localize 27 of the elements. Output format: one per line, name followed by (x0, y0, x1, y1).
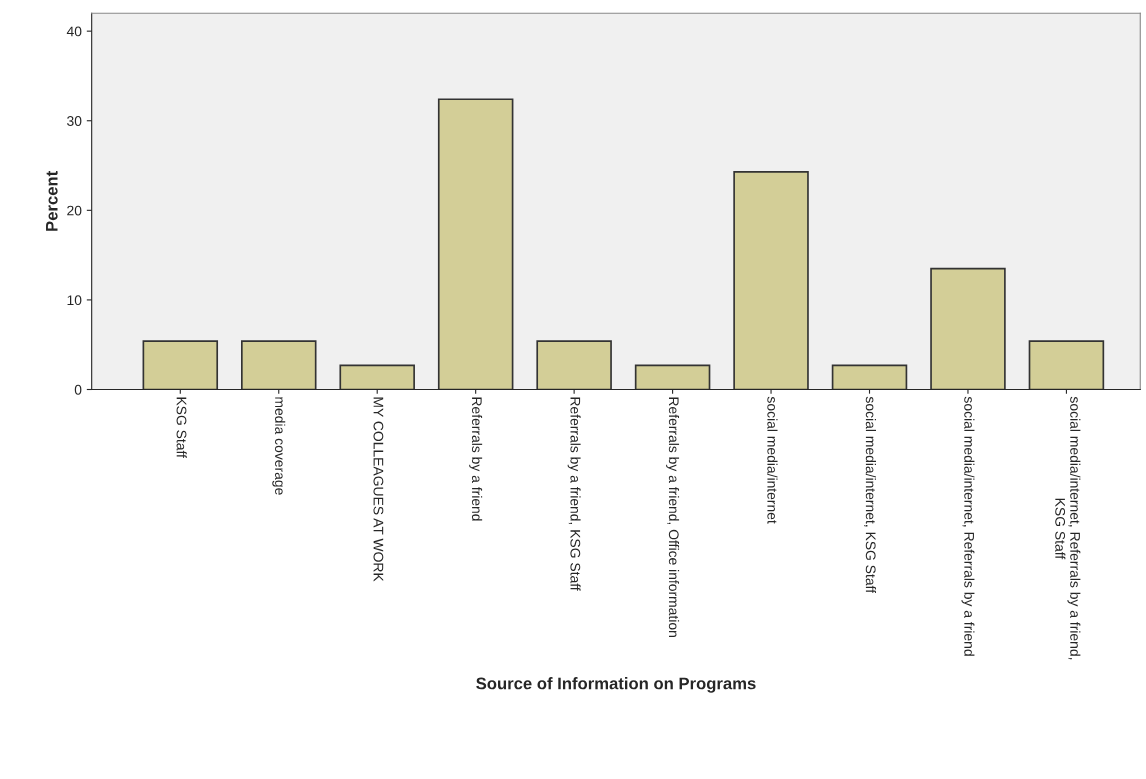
bar (142, 340, 219, 390)
y-tick-label: 30 (67, 116, 82, 126)
y-tick-label: 40 (66, 26, 82, 37)
bar (536, 340, 612, 390)
x-tick-label: social media/internet, Referrals by a friend, KSG Staff (1055, 396, 1081, 660)
x-tick-label: Referrals by a friend, KSG Staff (567, 397, 581, 591)
x-tick-label: MY COLLEAGUES AT WORK (373, 397, 384, 582)
x-tick-label: KSG Staff (176, 397, 187, 458)
bar (930, 267, 1006, 390)
bar (1028, 340, 1105, 390)
y-tick-label: 0 (74, 384, 82, 395)
x-axis-title: Source of Information on Programs (476, 677, 756, 693)
bar (339, 364, 415, 390)
y-tick-label: 20 (67, 205, 82, 216)
bar (733, 170, 809, 390)
bar (831, 364, 908, 390)
bar (634, 364, 711, 390)
x-tick-label: media coverage (272, 397, 286, 495)
x-tick-label: social media/internet, KSG Staff (864, 396, 876, 594)
x-tick-label: social media/internet (767, 396, 778, 524)
bar (437, 98, 514, 390)
y-axis-title: Percent (46, 171, 58, 231)
x-tick-label: Referrals by a friend, Office information (666, 397, 680, 637)
x-tick-label: social media/internet, Referrals by a friend (961, 396, 975, 656)
x-tick-label: Referrals by a friend (469, 397, 483, 521)
bar (240, 340, 317, 390)
y-tick-label: 10 (67, 295, 82, 306)
